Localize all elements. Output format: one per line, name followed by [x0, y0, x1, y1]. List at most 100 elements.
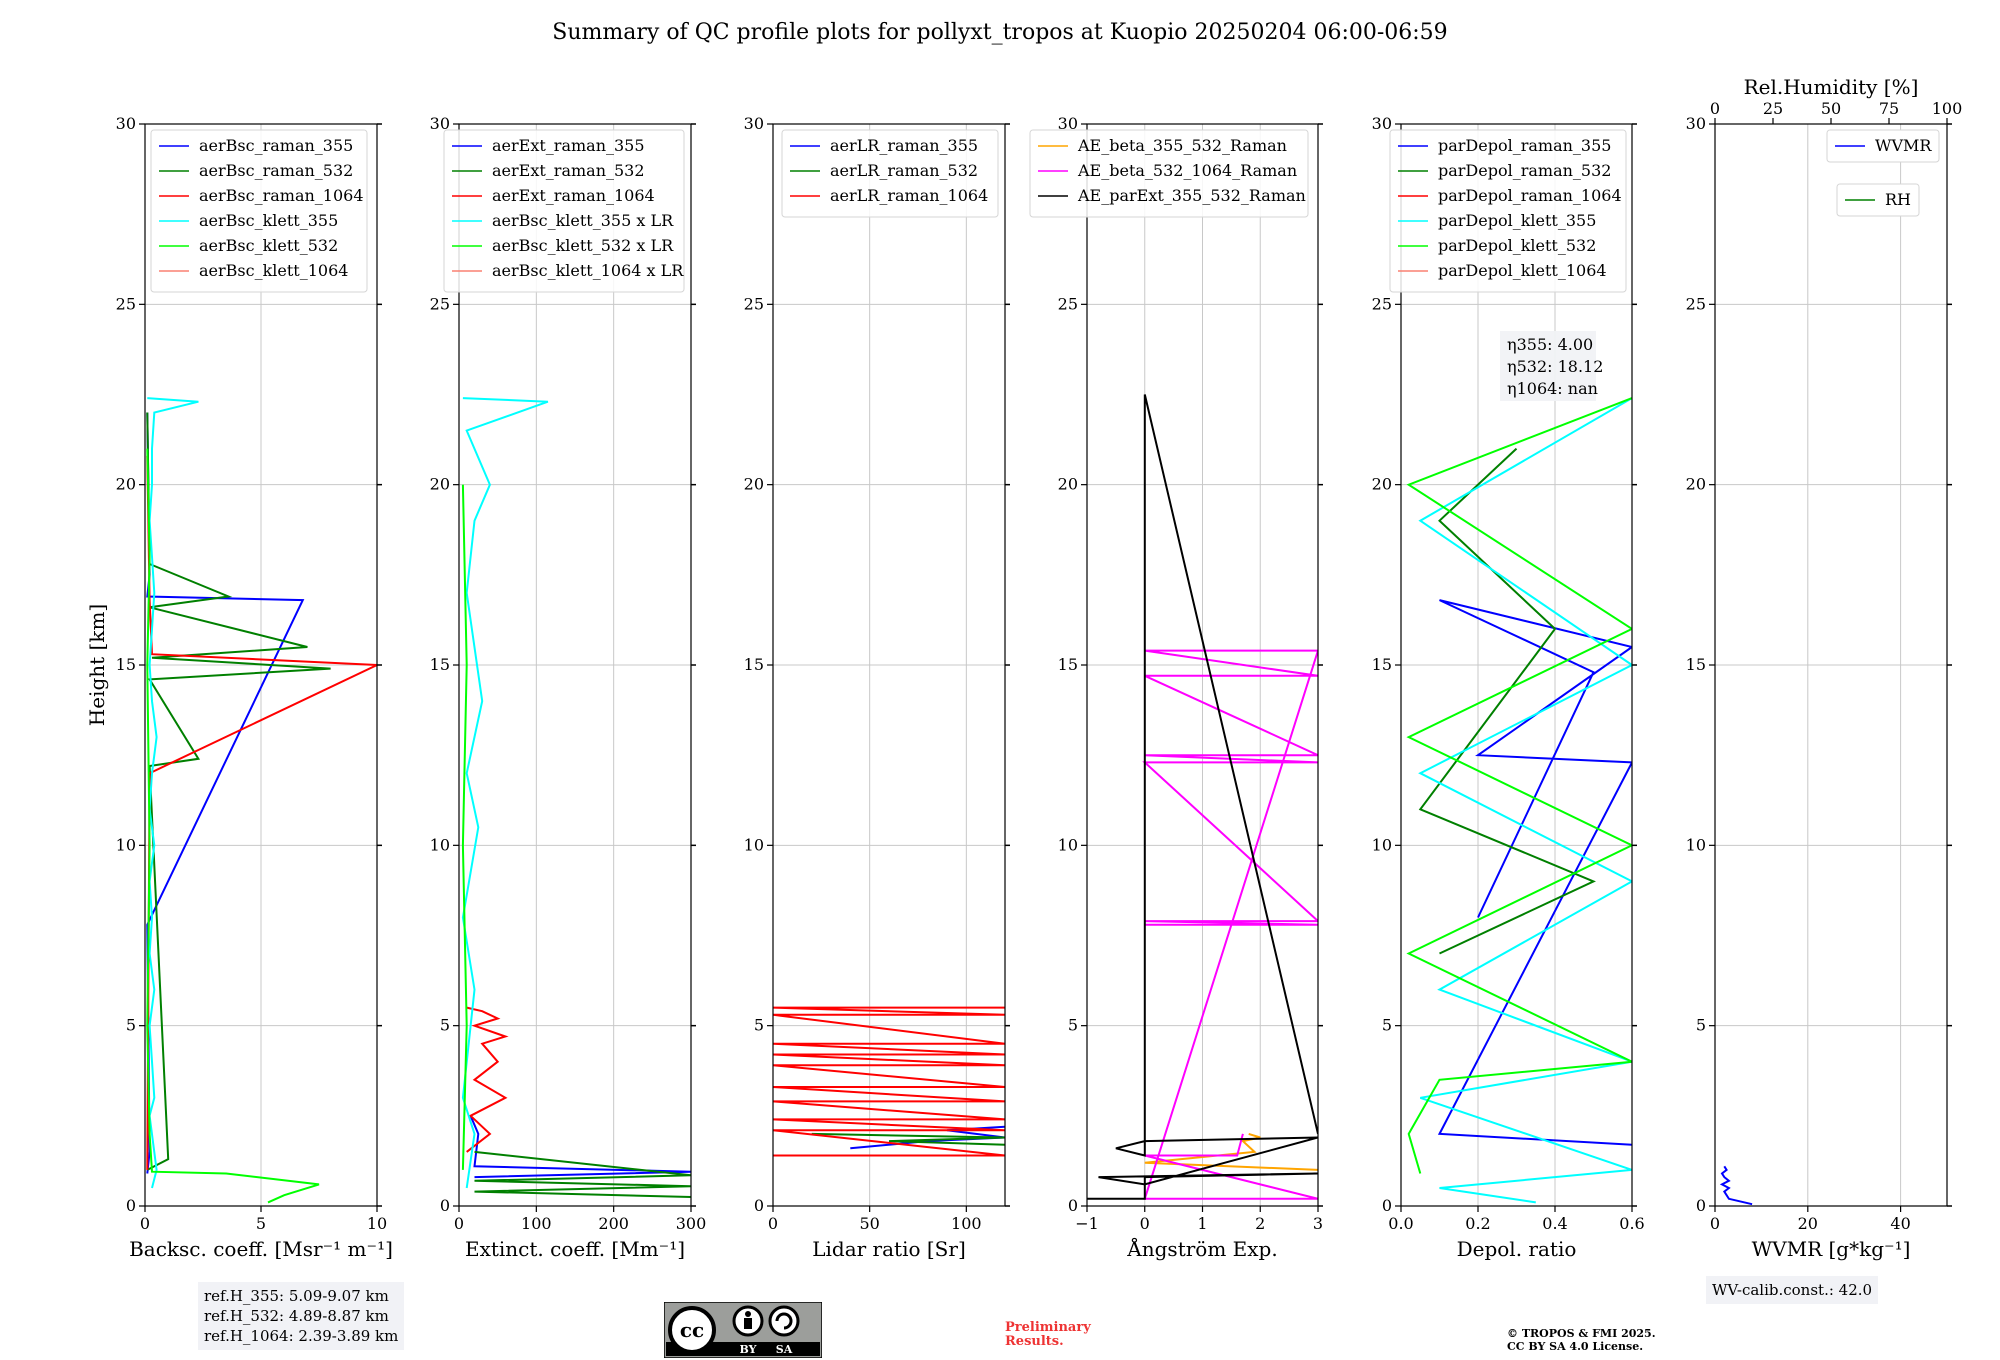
series-line-2 [811, 1132, 1005, 1146]
legend-label: aerExt_raman_1064 [492, 186, 655, 205]
y-tick-label: 10 [116, 835, 136, 854]
x-tick-label: 1 [1197, 1214, 1207, 1233]
copyright-line-1: © TROPOS & FMI 2025. [1507, 1327, 1656, 1340]
eta-annotation: η1064: nan [1507, 379, 1598, 398]
x-tick-label: 20 [1798, 1214, 1818, 1233]
legend-label: aerBsc_klett_355 [199, 211, 338, 230]
x-tick-label: 0.4 [1542, 1214, 1567, 1233]
y-tick-label: 25 [1686, 294, 1706, 313]
eta-annotation: η355: 4.00 [1507, 335, 1593, 354]
y-tick-label: 5 [754, 1016, 764, 1035]
y-tick-label: 30 [744, 114, 764, 133]
x-axis-label: Ångström Exp. [1126, 1236, 1277, 1261]
series-line-5 [146, 448, 320, 1204]
x-tick-label: 300 [676, 1214, 707, 1233]
x-tick-label: 40 [1890, 1214, 1910, 1233]
y-tick-label: 20 [116, 475, 136, 494]
x-tick-label: 0.0 [1388, 1214, 1413, 1233]
eta-annotation: η532: 18.12 [1507, 357, 1603, 376]
series-line-3 [773, 1006, 1005, 1157]
refh-355: ref.H_355: 5.09-9.07 km [204, 1287, 389, 1305]
series-line-2 [1142, 649, 1318, 1200]
top-x-tick-label: 50 [1821, 99, 1841, 118]
legend-box [781, 129, 999, 218]
legend-box [150, 129, 368, 293]
reference-height-box: ref.H_355: 5.09-9.07 km ref.H_532: 4.89-… [198, 1282, 405, 1350]
top-x-tick-label: 100 [1932, 99, 1963, 118]
top-x-tick-label: 75 [1879, 99, 1899, 118]
refh-532: ref.H_532: 4.89-8.87 km [204, 1307, 389, 1325]
eta-box [1500, 331, 1596, 401]
x-tick-label: 0.6 [1619, 1214, 1644, 1233]
series-line-5 [1406, 397, 1632, 1174]
y-tick-label: 20 [744, 475, 764, 494]
y-tick-label: 25 [1372, 294, 1392, 313]
series-line-2 [474, 1150, 691, 1198]
legend-label: AE_beta_355_532_Raman [1077, 136, 1287, 155]
y-tick-label: 30 [430, 114, 450, 133]
y-tick-label: 10 [1058, 835, 1078, 854]
copyright-line-2: CC BY SA 4.0 License. [1507, 1340, 1644, 1353]
legend-label: aerLR_raman_355 [830, 136, 978, 155]
series-line-3 [146, 455, 377, 1170]
series-line-1 [1437, 599, 1632, 1146]
series-group [1087, 394, 1318, 1200]
x-tick-label: 5 [256, 1214, 266, 1233]
x-tick-label: 200 [598, 1214, 629, 1233]
legend-label: aerBsc_raman_355 [199, 136, 353, 155]
legend-label: aerLR_raman_1064 [830, 186, 988, 205]
legend-label: AE_parExt_355_532_Raman [1077, 186, 1306, 205]
top-x-tick-label: 0 [1710, 99, 1720, 118]
x-tick-label: 100 [951, 1214, 982, 1233]
y-tick-label: 0 [126, 1196, 136, 1215]
legend-label: aerExt_raman_532 [492, 161, 645, 180]
legend-label: parDepol_klett_355 [1438, 211, 1596, 230]
legend-box [1389, 129, 1627, 293]
y-tick-label: 10 [1686, 835, 1706, 854]
y-tick-label: 15 [116, 655, 136, 674]
y-tick-label: 0 [1696, 1196, 1706, 1215]
x-tick-label: 0 [768, 1214, 778, 1233]
y-tick-label: 20 [1058, 475, 1078, 494]
x-tick-label: −1 [1075, 1214, 1099, 1233]
chart-panel-3: 0 5 10 15 20 25 30 0 50 100 Lidar ratio [Sr] aerLR_… [744, 114, 1010, 1261]
y-tick-label: 20 [1686, 475, 1706, 494]
legend-box [443, 129, 685, 293]
x-tick-label: 100 [521, 1214, 552, 1233]
legend-label: AE_beta_532_1064_Raman [1077, 161, 1297, 180]
x-tick-label: 0 [1710, 1214, 1720, 1233]
preliminary-note: Preliminary Results. [1005, 1321, 1091, 1349]
y-tick-label: 15 [744, 655, 764, 674]
y-tick-label: 25 [1058, 294, 1078, 313]
x-tick-label: 0.2 [1465, 1214, 1490, 1233]
y-tick-label: 30 [1372, 114, 1392, 133]
legend-box [1029, 129, 1309, 218]
series-group [1719, 1165, 1753, 1206]
y-tick-label: 15 [430, 655, 450, 674]
cc-sa-label: SA [776, 1343, 793, 1356]
series-line-4 [461, 397, 549, 1189]
x-tick-label: 0 [454, 1214, 464, 1233]
series-line-1 [469, 1115, 691, 1179]
x-axis-label: Extinct. coeff. [Mm⁻¹] [465, 1237, 685, 1261]
legend-box [1836, 183, 1920, 217]
legend-label: aerExt_raman_355 [492, 136, 645, 155]
refh-1064: ref.H_1064: 2.39-3.89 km [204, 1327, 399, 1345]
legend-label: aerBsc_klett_1064 [199, 261, 348, 280]
legend-label: WVMR [1875, 136, 1932, 155]
top-x-tick-label: 25 [1763, 99, 1783, 118]
legend-label: aerBsc_klett_1064 x LR [492, 261, 684, 280]
x-axis-label: Backsc. coeff. [Msr⁻¹ m⁻¹] [129, 1237, 393, 1261]
y-tick-label: 25 [744, 294, 764, 313]
y-tick-label: 10 [1372, 835, 1392, 854]
cc-by-label: BY [740, 1343, 757, 1356]
y-tick-label: 10 [744, 835, 764, 854]
y-tick-label: 15 [1372, 655, 1392, 674]
legend-label: aerBsc_klett_532 x LR [492, 236, 674, 255]
series-group [461, 397, 691, 1198]
preliminary-line-1: Preliminary [1005, 1320, 1091, 1335]
